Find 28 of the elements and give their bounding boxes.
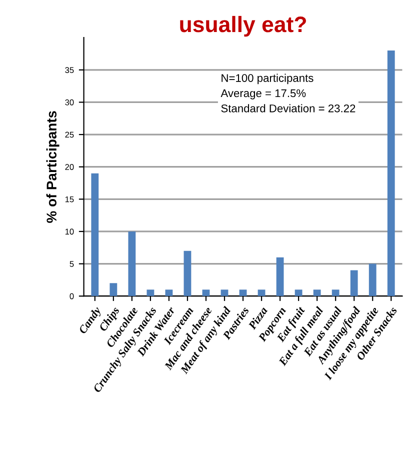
bar [128,231,136,296]
bar [220,290,228,296]
y-axis-title: % of Participants [46,111,60,223]
bar [258,290,266,296]
y-tick-label: 0 [70,293,74,300]
y-tick-label: 30 [65,99,74,106]
y-tick-label: 5 [70,261,74,267]
bar [368,264,376,296]
bar [165,290,173,296]
bar [276,257,284,296]
y-tick-label: 10 [65,228,74,235]
bar [239,290,247,296]
y-tick-label: 35 [65,67,74,74]
y-tick-label: 15 [65,196,74,202]
bar [350,270,358,296]
bar [146,290,154,296]
y-tick-label: 20 [65,164,74,170]
bar [91,173,99,296]
y-tick-label: 25 [65,132,74,138]
bar [294,290,302,296]
bar [332,290,340,296]
bar [387,50,395,296]
bar [313,290,321,296]
chart-title: usually eat? [180,16,306,37]
bar [110,283,118,296]
bar [202,290,210,296]
annotation: N=100 participants Average = 17.5% Standard Deviation = 23.22 [220,74,356,112]
bar [184,250,192,296]
